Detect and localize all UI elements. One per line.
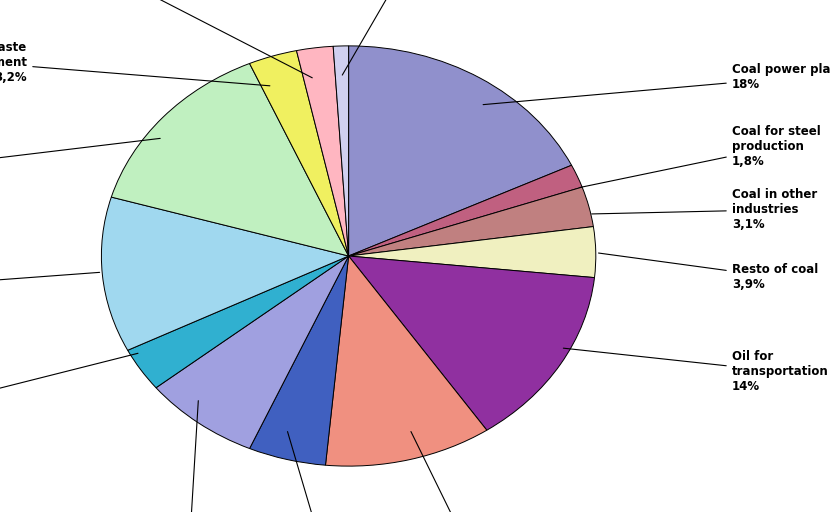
- Text: Misc. CH4 & N2O
2,4%: Misc. CH4 & N2O 2,4%: [51, 0, 312, 78]
- Text: Agriculture
14%: Agriculture 14%: [0, 138, 160, 182]
- Wedge shape: [349, 256, 594, 430]
- Wedge shape: [101, 197, 349, 350]
- Text: Coal power plants
18%: Coal power plants 18%: [483, 63, 830, 104]
- Wedge shape: [128, 256, 349, 388]
- Wedge shape: [349, 46, 572, 256]
- Wedge shape: [333, 46, 349, 256]
- Wedge shape: [349, 187, 593, 256]
- Text: Resto of coal
3,9%: Resto of coal 3,9%: [598, 253, 818, 291]
- Wedge shape: [296, 46, 349, 256]
- Wedge shape: [250, 51, 349, 256]
- Text: Florinated gases
1,0%: Florinated gases 1,0%: [342, 0, 466, 75]
- Text: Waste
management
3,2%: Waste management 3,2%: [0, 41, 270, 86]
- Text: Gas fired power
plants
5,1%: Gas fired power plants 5,1%: [283, 432, 389, 512]
- Wedge shape: [156, 256, 349, 449]
- Wedge shape: [349, 227, 596, 278]
- Text: Rest of oil
11%: Rest of oil 11%: [411, 432, 518, 512]
- Wedge shape: [349, 165, 582, 256]
- Text: Rest of gas
7,7%: Rest of gas 7,7%: [150, 401, 225, 512]
- Text: Oil for
transportation
14%: Oil for transportation 14%: [564, 348, 828, 393]
- Wedge shape: [250, 256, 349, 465]
- Wedge shape: [325, 256, 487, 466]
- Wedge shape: [111, 63, 349, 256]
- Text: Deforestation
12%: Deforestation 12%: [0, 272, 100, 302]
- Text: Coal for steel
production
1,8%: Coal for steel production 1,8%: [580, 125, 821, 187]
- Text: Lime calcination
3,4%: Lime calcination 3,4%: [0, 353, 138, 428]
- Text: Coal in other
industries
3,1%: Coal in other industries 3,1%: [592, 188, 817, 231]
